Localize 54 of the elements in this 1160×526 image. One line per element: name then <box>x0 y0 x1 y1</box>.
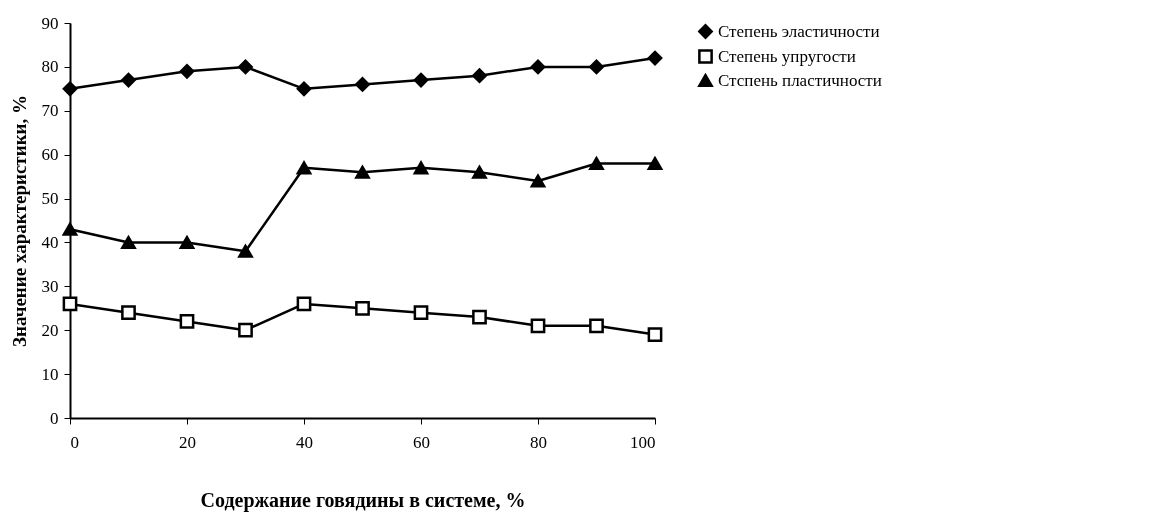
point <box>472 68 487 84</box>
point <box>355 300 370 316</box>
point <box>647 327 663 342</box>
point <box>62 296 78 312</box>
point <box>589 156 604 170</box>
point <box>296 296 312 312</box>
point <box>62 81 78 97</box>
point <box>413 161 429 175</box>
y-tick-label: 50 <box>41 189 59 209</box>
y-tick-label: 90 <box>41 13 59 33</box>
point <box>121 72 136 88</box>
point <box>530 318 546 334</box>
x-tick-label: 40 <box>296 432 313 452</box>
point <box>179 63 195 79</box>
legend-label: Степень эластичности <box>718 21 880 41</box>
x-tick-label: 60 <box>413 432 430 452</box>
x-tick-label: 100 <box>630 432 656 452</box>
point <box>589 59 604 75</box>
y-tick-label: 0 <box>50 408 59 428</box>
y-tick-label: 10 <box>41 364 59 384</box>
x-tick-label: 80 <box>530 432 547 452</box>
point <box>647 50 663 66</box>
point <box>296 81 312 97</box>
point <box>472 309 487 325</box>
x-axis-title: Содержание говядины в системе, % <box>200 488 526 512</box>
legend-label: Стспень пластичности <box>718 70 882 90</box>
y-tick-label: 40 <box>41 232 59 252</box>
point <box>179 235 195 249</box>
point <box>530 59 546 75</box>
point <box>530 174 546 188</box>
point <box>238 244 253 258</box>
y-tick-label: 60 <box>41 145 59 165</box>
point <box>121 235 136 249</box>
x-tick-label: 0 <box>70 432 79 452</box>
point <box>121 305 136 321</box>
point <box>589 318 604 334</box>
point <box>647 156 663 170</box>
legend-label: Степень упругости <box>718 46 856 66</box>
x-tick-label: 20 <box>179 432 196 452</box>
y-tick-label: 30 <box>41 276 59 296</box>
point <box>62 222 78 236</box>
y-tick-label: 80 <box>41 57 59 77</box>
point <box>355 165 370 179</box>
point <box>238 59 253 75</box>
y-tick-label: 70 <box>41 101 59 121</box>
y-axis-title: Значение характеристики, % <box>8 94 30 348</box>
point <box>296 161 312 175</box>
y-tick-label: 20 <box>41 320 59 340</box>
point <box>238 322 253 338</box>
point <box>413 72 429 88</box>
point <box>472 165 487 179</box>
point <box>179 314 195 329</box>
point <box>355 77 370 92</box>
point <box>413 305 429 321</box>
